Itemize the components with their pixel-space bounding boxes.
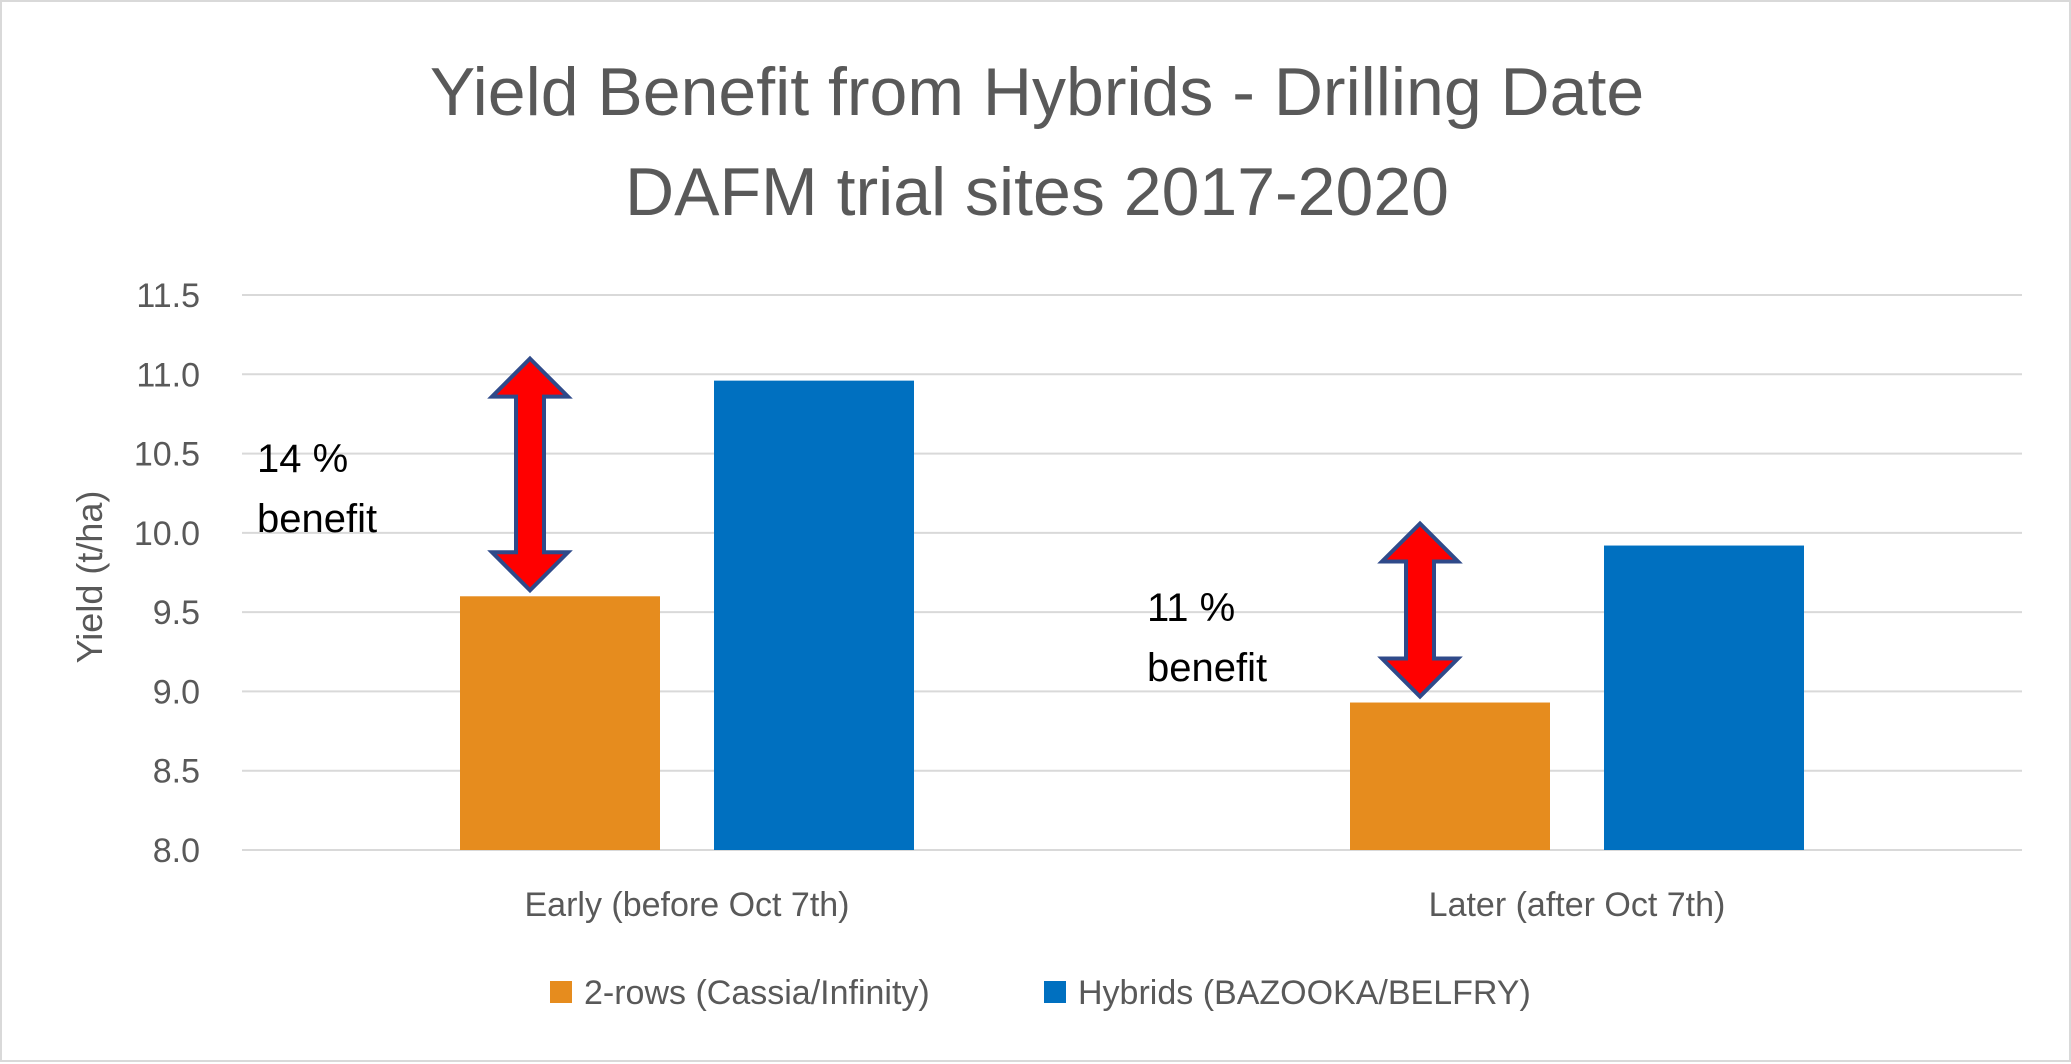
y-tick-label: 11.0	[136, 356, 200, 394]
y-axis-title: Yield (t/ha)	[69, 491, 110, 664]
bar	[1604, 545, 1804, 850]
y-tick-label: 10.0	[134, 515, 200, 553]
legend: 2-rows (Cassia/Infinity) Hybrids (BAZOOKA…	[550, 974, 1531, 1012]
y-tick-label: 8.5	[153, 753, 200, 791]
annotation-label: benefit	[257, 497, 377, 541]
annotation-percent: 14 %	[257, 437, 348, 481]
bar	[460, 596, 660, 850]
annotation-label: benefit	[1147, 646, 1267, 690]
y-tick-label: 8.0	[153, 832, 200, 870]
annotation-percent: 11 %	[1147, 586, 1235, 630]
y-tick-label: 9.0	[153, 673, 200, 711]
x-category-label: Early (before Oct 7th)	[524, 886, 849, 924]
y-tick-label: 11.5	[136, 277, 200, 315]
legend-label: 2-rows (Cassia/Infinity)	[584, 974, 930, 1012]
benefit-arrow-icon	[487, 355, 573, 594]
legend-swatch	[1044, 981, 1066, 1003]
legend-swatch	[550, 981, 572, 1003]
bar	[714, 380, 914, 850]
benefit-arrows	[487, 355, 1463, 700]
bars	[460, 380, 1804, 850]
y-tick-label: 10.5	[134, 436, 200, 474]
x-axis-categories: Early (before Oct 7th) Later (after Oct 7…	[524, 886, 1725, 924]
x-category-label: Later (after Oct 7th)	[1429, 886, 1726, 924]
chart-subtitle: DAFM trial sites 2017-2020	[625, 154, 1449, 230]
bar	[1350, 702, 1550, 850]
y-tick-label: 9.5	[153, 594, 200, 632]
annotations: 14 % benefit 11 % benefit	[257, 437, 1267, 690]
legend-label: Hybrids (BAZOOKA/BELFRY)	[1078, 974, 1531, 1012]
benefit-arrow-icon	[1377, 520, 1463, 700]
chart-title: Yield Benefit from Hybrids - Drilling Da…	[430, 54, 1644, 130]
y-axis-ticks: 8.0 8.5 9.0 9.5 10.0 10.5 11.0 11.5	[134, 277, 200, 870]
